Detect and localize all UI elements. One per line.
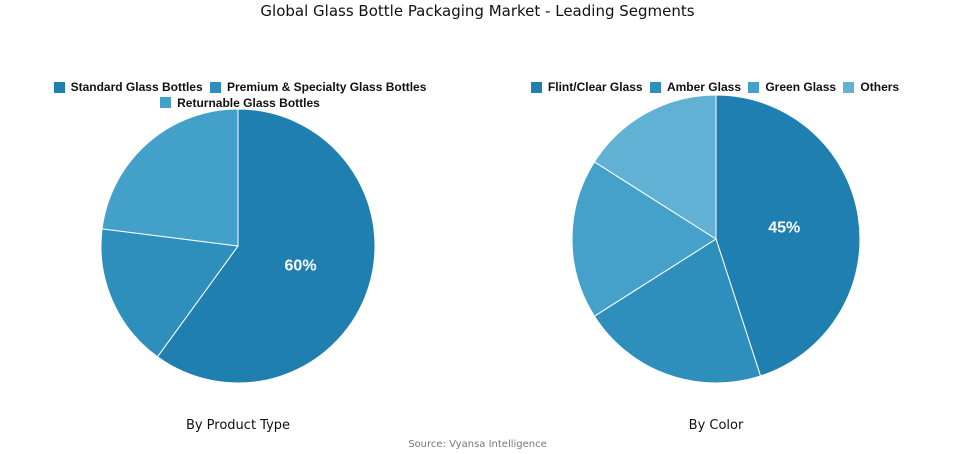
legend-label: Amber Glass (666, 80, 741, 94)
legend-swatch (843, 81, 855, 93)
legend-label: Green Glass (765, 80, 837, 94)
legend-item-amber: Amber Glass (649, 80, 741, 94)
subtitle-color: By Color (688, 418, 744, 433)
legend-swatch (160, 97, 172, 108)
legend-item-standard: Standard Glass Bottles (53, 80, 203, 94)
pie-slice-flint-clear-glass (715, 94, 861, 377)
legend-item-others: Others (843, 80, 899, 94)
pie-slice-premium-specialty-glass-bottles (100, 228, 239, 358)
pie-slice-returnable-glass-bottles (101, 108, 239, 247)
legend-swatch (748, 81, 760, 93)
source-note: Source: Vyansa Intelligence (408, 439, 547, 450)
legend-item-premium: Premium & Specialty Glass Bottles (209, 80, 427, 94)
legend-item-flint: Flint/Clear Glass (530, 80, 643, 94)
legend-swatch (53, 81, 65, 93)
legend-swatch (209, 81, 221, 93)
pie-slice-amber-glass (593, 238, 762, 384)
data-label: 60% (285, 258, 317, 275)
data-label: 45% (768, 219, 800, 236)
pie-slice-standard-glass-bottles (156, 108, 376, 384)
legend-swatch (649, 81, 661, 93)
subtitle-product-type: By Product Type (185, 418, 291, 433)
pie-product-type: 60% (100, 108, 376, 384)
chart-title: Global Glass Bottle Packaging Market - L… (260, 2, 695, 20)
legend-label: Flint/Clear Glass (547, 80, 643, 94)
legend-label: Returnable Glass Bottles (177, 95, 320, 110)
legend-color: Flint/Clear Glass Amber Glass Green Glas… (515, 80, 915, 96)
legend-product-type: Standard Glass Bottles Premium & Special… (40, 80, 440, 111)
legend-swatch (530, 81, 542, 93)
legend-item-returnable: Returnable Glass Bottles (160, 96, 320, 110)
legend-label: Standard Glass Bottles (70, 80, 203, 94)
pie-slice-green-glass (571, 161, 717, 317)
legend-item-green: Green Glass (748, 80, 836, 94)
pie-color: 45% (571, 94, 861, 384)
pie-slice-others (593, 94, 717, 240)
legend-label: Premium & Specialty Glass Bottles (226, 80, 427, 94)
legend-label: Others (860, 80, 900, 94)
